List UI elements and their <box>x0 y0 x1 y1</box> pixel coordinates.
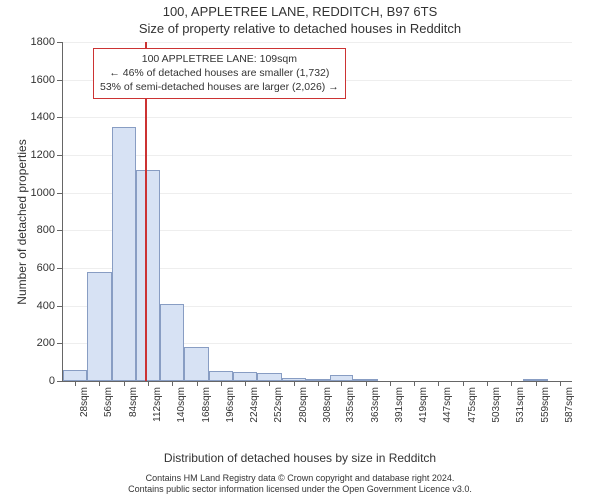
x-tick <box>536 381 537 386</box>
y-tick-label: 600 <box>37 262 55 274</box>
annotation-line-1: 100 APPLETREE LANE: 109sqm <box>100 52 339 66</box>
x-axis-label: Distribution of detached houses by size … <box>0 451 600 465</box>
x-tick <box>414 381 415 386</box>
y-tick-label: 1600 <box>31 74 55 86</box>
x-tick <box>245 381 246 386</box>
footer-line-1: Contains HM Land Registry data © Crown c… <box>0 473 600 485</box>
histogram-bar <box>257 373 281 381</box>
histogram-bar <box>209 371 233 381</box>
x-tick <box>487 381 488 386</box>
x-tick <box>511 381 512 386</box>
x-tick <box>75 381 76 386</box>
x-tick-label: 308sqm <box>322 387 333 423</box>
x-tick <box>269 381 270 386</box>
x-tick-label: 559sqm <box>540 387 551 423</box>
y-tick-label: 1000 <box>31 187 55 199</box>
y-tick-label: 200 <box>37 337 55 349</box>
annotation-line-3: 53% of semi-detached houses are larger (… <box>100 80 339 94</box>
y-tick <box>57 193 63 194</box>
y-tick-label: 1400 <box>31 111 55 123</box>
histogram-plot: 02004006008001000120014001600180028sqm56… <box>62 42 572 382</box>
x-tick-label: 196sqm <box>225 387 236 423</box>
footer-line-2: Contains public sector information licen… <box>0 484 600 496</box>
x-tick-label: 587sqm <box>564 387 575 423</box>
x-tick-label: 363sqm <box>370 387 381 423</box>
gridline <box>63 155 572 156</box>
chart-container: 100, APPLETREE LANE, REDDITCH, B97 6TS S… <box>0 0 600 500</box>
histogram-bar <box>112 127 136 381</box>
y-tick <box>57 117 63 118</box>
x-tick <box>341 381 342 386</box>
x-tick-label: 224sqm <box>249 387 260 423</box>
y-tick <box>57 306 63 307</box>
x-tick <box>99 381 100 386</box>
gridline <box>63 117 572 118</box>
x-tick-label: 168sqm <box>201 387 212 423</box>
x-tick-label: 84sqm <box>128 387 139 417</box>
x-tick-label: 419sqm <box>418 387 429 423</box>
page-title: 100, APPLETREE LANE, REDDITCH, B97 6TS <box>0 4 600 19</box>
y-tick-label: 1200 <box>31 149 55 161</box>
x-tick <box>463 381 464 386</box>
histogram-bar <box>160 304 184 381</box>
y-tick <box>57 381 63 382</box>
x-tick <box>197 381 198 386</box>
x-tick-label: 140sqm <box>176 387 187 423</box>
x-tick <box>318 381 319 386</box>
y-tick <box>57 268 63 269</box>
x-tick <box>172 381 173 386</box>
y-tick-label: 800 <box>37 224 55 236</box>
y-tick <box>57 80 63 81</box>
x-tick-label: 503sqm <box>491 387 502 423</box>
x-tick-label: 335sqm <box>345 387 356 423</box>
y-axis-label: Number of detached properties <box>15 72 29 372</box>
x-tick <box>294 381 295 386</box>
x-tick-label: 56sqm <box>103 387 114 417</box>
histogram-bar <box>63 370 87 381</box>
x-tick <box>221 381 222 386</box>
x-tick-label: 112sqm <box>152 387 163 422</box>
x-tick-label: 28sqm <box>79 387 90 417</box>
y-tick-label: 400 <box>37 300 55 312</box>
footer: Contains HM Land Registry data © Crown c… <box>0 473 600 496</box>
histogram-bar <box>233 372 257 381</box>
histogram-bar <box>184 347 208 381</box>
x-tick-label: 391sqm <box>394 387 405 423</box>
y-tick-label: 1800 <box>31 36 55 48</box>
page-subtitle: Size of property relative to detached ho… <box>0 21 600 36</box>
x-tick <box>124 381 125 386</box>
x-tick <box>148 381 149 386</box>
y-tick <box>57 155 63 156</box>
x-tick-label: 531sqm <box>515 387 526 423</box>
y-tick-label: 0 <box>49 375 55 387</box>
x-tick-label: 475sqm <box>467 387 478 423</box>
x-tick <box>390 381 391 386</box>
x-tick-label: 252sqm <box>273 387 284 423</box>
y-tick <box>57 230 63 231</box>
histogram-bar <box>87 272 111 381</box>
annotation-line-2: ← 46% of detached houses are smaller (1,… <box>100 66 339 80</box>
x-tick <box>438 381 439 386</box>
x-tick-label: 447sqm <box>442 387 453 423</box>
y-tick <box>57 343 63 344</box>
x-tick <box>560 381 561 386</box>
histogram-bar <box>136 170 160 381</box>
gridline <box>63 42 572 43</box>
x-tick <box>366 381 367 386</box>
x-tick-label: 280sqm <box>298 387 309 423</box>
y-tick <box>57 42 63 43</box>
annotation-box: 100 APPLETREE LANE: 109sqm ← 46% of deta… <box>93 48 346 99</box>
